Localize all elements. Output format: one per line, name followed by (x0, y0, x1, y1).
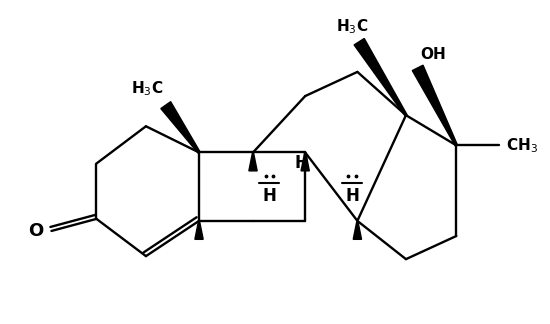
Polygon shape (354, 39, 407, 116)
Text: H: H (295, 154, 309, 171)
Text: OH: OH (420, 47, 446, 62)
Text: H: H (262, 187, 276, 205)
Polygon shape (249, 152, 257, 171)
Text: H$_3$C: H$_3$C (336, 17, 369, 36)
Polygon shape (353, 221, 361, 239)
Polygon shape (195, 221, 203, 239)
Polygon shape (161, 102, 200, 153)
Polygon shape (301, 152, 309, 171)
Polygon shape (412, 65, 458, 146)
Text: H: H (345, 187, 359, 205)
Text: H$_3$C: H$_3$C (131, 79, 163, 98)
Text: CH$_3$: CH$_3$ (505, 136, 537, 155)
Text: O: O (28, 222, 43, 240)
